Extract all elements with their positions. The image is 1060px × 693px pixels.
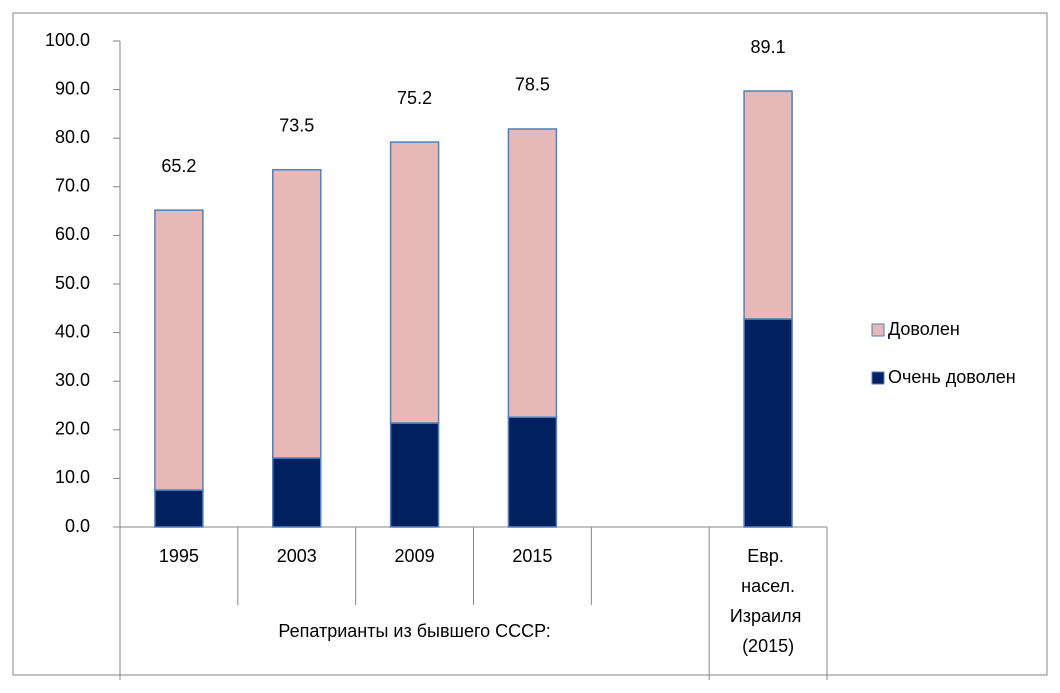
bar-total-label: 78.5 <box>515 75 550 95</box>
x-tick-label: 2009 <box>395 546 435 566</box>
bar-segment <box>389 141 440 424</box>
bar-segment <box>272 169 322 459</box>
bar-total-label: 73.5 <box>279 116 314 136</box>
y-tick-label: 70.0 <box>55 176 90 196</box>
y-tick-label: 0.0 <box>65 516 90 536</box>
group-label: Израиля (2015) <box>730 606 807 656</box>
bar-segment <box>154 209 204 491</box>
bar-total-label: 89.1 <box>751 37 786 57</box>
x-tick-label: 2003 <box>277 546 317 566</box>
legend-swatch <box>871 371 885 385</box>
bar-total-label: 75.2 <box>397 88 432 108</box>
legend-label: Очень доволен <box>888 367 1016 387</box>
group-label: Репатрианты из бывшего СССР: <box>278 621 550 641</box>
bar-total-label: 65.2 <box>161 156 196 176</box>
x-tick-label: 2015 <box>512 546 552 566</box>
bar-segment <box>272 457 322 528</box>
x-tick-label: Евр. насел. <box>741 546 795 596</box>
y-tick-label: 80.0 <box>55 127 90 147</box>
y-tick-label: 10.0 <box>55 467 90 487</box>
bar-segment <box>507 416 558 528</box>
bar-segment <box>507 128 558 418</box>
y-tick-label: 100.0 <box>45 30 90 50</box>
x-tick-label: 1995 <box>159 546 199 566</box>
y-tick-label: 90.0 <box>55 78 90 98</box>
legend-label: Доволен <box>888 319 960 339</box>
legend-swatch <box>871 323 885 337</box>
y-tick-label: 20.0 <box>55 419 90 439</box>
bar-segment <box>743 90 793 320</box>
y-tick-label: 60.0 <box>55 224 90 244</box>
bar-segment <box>389 422 440 528</box>
y-tick-label: 40.0 <box>55 321 90 341</box>
bar-segment <box>743 318 793 528</box>
y-tick-label: 50.0 <box>55 273 90 293</box>
y-tick-label: 30.0 <box>55 370 90 390</box>
bar-segment <box>154 489 204 528</box>
